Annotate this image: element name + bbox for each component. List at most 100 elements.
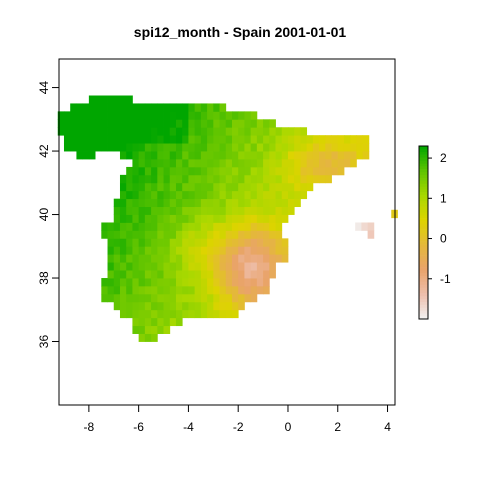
raster-cell xyxy=(256,182,264,192)
legend-swatch xyxy=(419,166,428,170)
raster-cell xyxy=(213,135,220,144)
raster-cell xyxy=(151,119,158,128)
raster-cell xyxy=(132,190,140,200)
raster-cell xyxy=(188,285,196,295)
raster-cell xyxy=(132,214,140,223)
raster-cell xyxy=(126,230,133,239)
raster-cell xyxy=(244,246,252,255)
raster-cell xyxy=(200,270,208,279)
raster-cell xyxy=(95,103,102,112)
raster-cell xyxy=(219,230,227,239)
raster-cell xyxy=(269,222,276,231)
raster-cell xyxy=(213,285,220,295)
raster-cell xyxy=(132,206,140,215)
raster-cell xyxy=(70,135,77,144)
raster-cell xyxy=(362,151,370,160)
raster-cell xyxy=(225,206,233,215)
raster-cell xyxy=(163,111,171,120)
legend-swatch xyxy=(419,174,428,179)
raster-cell xyxy=(188,143,196,152)
raster-cell xyxy=(356,135,364,144)
raster-cell xyxy=(194,246,202,255)
raster-cell xyxy=(144,285,152,295)
legend-frame xyxy=(418,145,429,320)
raster-cell xyxy=(182,119,189,128)
raster-cell xyxy=(225,222,233,231)
raster-cell xyxy=(256,246,264,255)
legend-swatch xyxy=(419,160,428,164)
legend-swatch xyxy=(419,249,428,253)
raster-cell xyxy=(157,285,164,295)
raster-cell xyxy=(88,111,96,120)
raster-cell xyxy=(119,309,127,319)
raster-cell xyxy=(126,95,133,104)
raster-cell xyxy=(287,174,295,184)
raster-cell xyxy=(113,95,121,104)
raster-cell xyxy=(107,230,115,239)
raster-cell xyxy=(213,262,220,271)
raster-cell xyxy=(238,214,245,223)
raster-cell xyxy=(331,143,339,152)
raster-cell xyxy=(163,278,171,287)
legend-swatch xyxy=(419,316,428,320)
x-tick-label: -4 xyxy=(183,420,194,434)
raster-cell xyxy=(144,190,152,200)
raster-cell xyxy=(107,222,115,231)
raster-cell xyxy=(244,293,252,303)
raster-cell xyxy=(256,206,264,215)
raster-cell xyxy=(306,143,314,152)
raster-cell xyxy=(175,270,183,279)
raster-cell xyxy=(250,278,258,287)
raster-cell xyxy=(231,262,239,271)
raster-cell xyxy=(169,198,177,208)
raster-cell xyxy=(200,293,208,303)
raster-cell xyxy=(126,246,133,255)
raster-cell xyxy=(88,127,96,136)
raster-cell xyxy=(350,151,357,160)
raster-cell xyxy=(231,285,239,295)
raster-cell xyxy=(256,198,264,208)
raster-cell xyxy=(300,127,308,136)
raster-cell xyxy=(300,151,308,160)
raster-cell xyxy=(219,270,227,279)
raster-cell xyxy=(132,119,140,128)
raster-cell xyxy=(207,262,214,271)
raster-cell xyxy=(231,254,239,263)
raster-cell xyxy=(138,158,146,168)
raster-cell xyxy=(207,174,214,184)
raster-cell xyxy=(269,270,276,279)
raster-cell xyxy=(281,143,289,152)
raster-cell xyxy=(132,143,140,152)
raster-cell xyxy=(294,158,301,168)
raster-cell xyxy=(263,214,270,223)
raster-cell xyxy=(63,127,71,136)
raster-cell xyxy=(219,278,227,287)
raster-cell xyxy=(269,166,276,176)
raster-cell xyxy=(219,158,227,168)
raster-cell xyxy=(225,174,233,184)
raster-cell xyxy=(275,214,283,223)
raster-cell xyxy=(126,103,133,112)
raster-cell xyxy=(163,285,171,295)
raster-cell xyxy=(151,214,158,223)
raster-cell xyxy=(263,206,270,215)
raster-cell xyxy=(163,174,171,184)
raster-cell xyxy=(194,214,202,223)
raster-cell xyxy=(151,301,158,311)
raster-cell xyxy=(126,214,133,223)
raster-cell xyxy=(126,166,133,176)
raster-cell xyxy=(151,238,158,247)
raster-cell xyxy=(132,254,140,263)
raster-cell xyxy=(213,230,220,239)
raster-cell xyxy=(281,246,289,255)
raster-cell xyxy=(163,262,171,271)
raster-cell xyxy=(200,238,208,247)
raster-cell xyxy=(269,182,276,192)
raster-cell xyxy=(200,103,208,112)
raster-cell xyxy=(107,293,115,303)
raster-cell xyxy=(312,166,320,176)
legend-swatch xyxy=(419,278,428,282)
raster-cell xyxy=(132,158,140,168)
raster-cell xyxy=(138,190,146,200)
raster-cell xyxy=(188,127,196,136)
